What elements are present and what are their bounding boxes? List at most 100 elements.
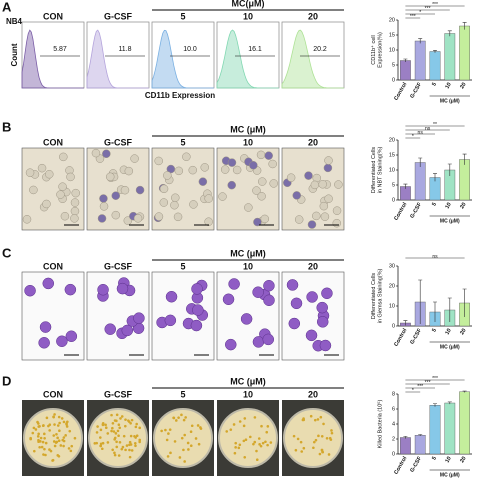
colony bbox=[265, 430, 269, 434]
bar bbox=[459, 159, 470, 201]
colony bbox=[301, 418, 305, 422]
cell bbox=[97, 214, 107, 223]
cell bbox=[174, 166, 184, 176]
colony bbox=[309, 414, 313, 418]
bar bbox=[429, 51, 441, 81]
y-tick-label: 6 bbox=[392, 406, 395, 412]
colony bbox=[253, 440, 257, 444]
panel-title: 20 bbox=[308, 11, 318, 21]
colony bbox=[99, 442, 103, 446]
significance-label: ns bbox=[432, 254, 438, 260]
colony bbox=[104, 426, 108, 430]
cell bbox=[56, 190, 65, 199]
colony bbox=[194, 437, 198, 440]
colony bbox=[37, 432, 40, 436]
colony bbox=[243, 455, 247, 459]
cell bbox=[319, 201, 329, 211]
colony bbox=[51, 459, 54, 462]
error-bar bbox=[403, 183, 408, 189]
group-label: MC (μM) bbox=[230, 248, 266, 258]
colony bbox=[41, 424, 45, 428]
colony bbox=[36, 435, 40, 438]
colony bbox=[330, 429, 333, 432]
cell bbox=[332, 206, 342, 215]
cell bbox=[262, 333, 275, 346]
y-tick-label: 30 bbox=[389, 263, 395, 269]
cell bbox=[159, 184, 169, 194]
cell bbox=[269, 179, 278, 188]
gate-value: 16.1 bbox=[248, 46, 262, 53]
colony bbox=[110, 429, 113, 433]
colony bbox=[55, 432, 58, 436]
cell bbox=[165, 290, 178, 303]
cell bbox=[312, 211, 321, 221]
y-tick-label: 0 bbox=[392, 197, 395, 203]
colony bbox=[199, 427, 203, 430]
colony bbox=[124, 418, 127, 421]
cell bbox=[307, 220, 317, 229]
colony bbox=[111, 421, 115, 425]
cell bbox=[198, 177, 208, 186]
y-tick-label: 20 bbox=[389, 17, 395, 23]
colony bbox=[52, 415, 55, 419]
colony bbox=[322, 422, 325, 426]
colony bbox=[321, 450, 324, 454]
cell bbox=[173, 212, 183, 222]
colony bbox=[101, 441, 105, 445]
colony bbox=[65, 423, 68, 426]
colony bbox=[312, 446, 315, 450]
cell bbox=[263, 279, 275, 292]
colony bbox=[312, 440, 316, 444]
colony bbox=[67, 447, 71, 450]
cell bbox=[99, 202, 109, 211]
panel-title: 20 bbox=[308, 261, 318, 271]
colony bbox=[32, 426, 36, 430]
colony bbox=[237, 446, 241, 450]
colony bbox=[318, 452, 322, 456]
colony bbox=[57, 415, 61, 419]
group-label: MC(μM) bbox=[232, 0, 265, 8]
colony bbox=[117, 454, 121, 457]
colony bbox=[314, 438, 318, 442]
colony bbox=[257, 437, 261, 440]
cell bbox=[70, 206, 80, 216]
colony bbox=[255, 449, 258, 453]
colony bbox=[69, 449, 73, 453]
error-bar bbox=[403, 436, 408, 439]
colony bbox=[128, 455, 132, 459]
cell bbox=[99, 194, 108, 203]
cell bbox=[258, 177, 267, 186]
flow-plot bbox=[216, 21, 280, 89]
colony bbox=[113, 436, 117, 440]
colony bbox=[196, 424, 200, 427]
cell bbox=[190, 319, 203, 332]
x-tick-label: G-CSF bbox=[409, 455, 423, 473]
cell bbox=[227, 158, 237, 167]
colony bbox=[41, 440, 45, 444]
colony bbox=[33, 449, 36, 453]
cell bbox=[218, 192, 227, 201]
colony bbox=[180, 436, 184, 440]
colony bbox=[113, 453, 117, 457]
colony bbox=[43, 447, 46, 451]
colony bbox=[260, 424, 263, 428]
colony bbox=[135, 434, 139, 437]
error-bar bbox=[433, 50, 437, 53]
colony bbox=[138, 438, 142, 442]
y-axis-label: Differentiated Cells bbox=[371, 147, 377, 194]
cell bbox=[163, 171, 172, 180]
cell bbox=[105, 172, 115, 182]
colony bbox=[48, 423, 52, 427]
panel-letter: A bbox=[2, 0, 12, 14]
error-bar bbox=[433, 403, 437, 407]
error-bar bbox=[447, 163, 452, 176]
panel-title: 20 bbox=[308, 389, 318, 399]
panel-title: 5 bbox=[180, 137, 185, 147]
cell bbox=[334, 180, 343, 189]
colony bbox=[177, 416, 180, 419]
colony bbox=[110, 413, 113, 417]
bar bbox=[414, 162, 426, 201]
error-bar bbox=[447, 297, 452, 322]
colony bbox=[62, 444, 65, 448]
